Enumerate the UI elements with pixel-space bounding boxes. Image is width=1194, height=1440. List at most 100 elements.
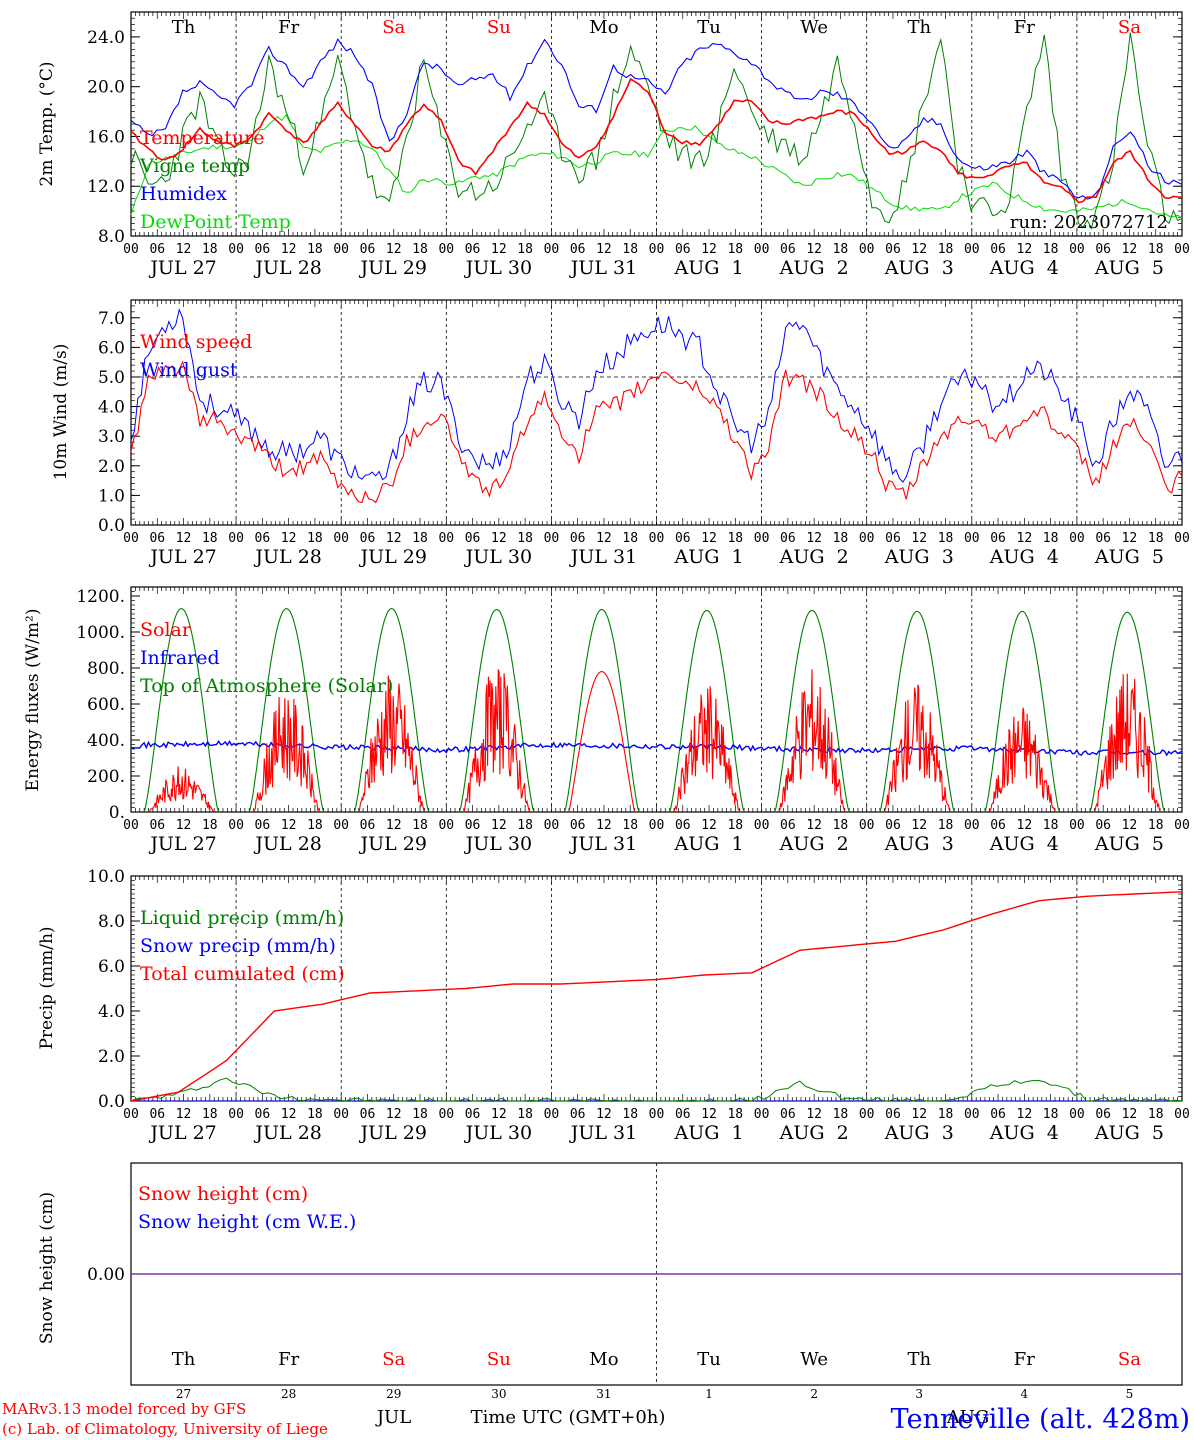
hour-tick-label: 00 [1069,531,1085,546]
day-tick-label: AUG 1 [674,546,744,568]
y-tick-label: 7.0 [98,309,125,329]
hour-tick-label: 00 [859,1107,875,1122]
hour-tick-label: 12 [281,818,297,833]
hour-tick-label: 06 [780,531,796,546]
day-tick-label: AUG 1 [674,257,744,279]
y-tick-label: 200. [87,767,125,787]
day-tick-label: JUL 27 [148,833,216,855]
day-tick-label: AUG 5 [1094,1122,1164,1144]
y-tick-label: 6.0 [98,957,125,977]
hour-tick-label: 00 [859,531,875,546]
legend-solar: Solar [140,619,192,641]
day-tick-label: JUL 27 [148,257,216,279]
y-tick-label: 1200. [76,587,125,607]
hour-tick-label: 00 [1069,1107,1085,1122]
weekday-bottom-label: Sa [1118,1349,1141,1370]
hour-tick-label: 12 [1122,242,1138,257]
y-tick-label: 0.0 [98,516,125,536]
hour-tick-label: 18 [727,531,743,546]
hour-tick-label: 18 [1148,1107,1164,1122]
legend-snow-height-we: Snow height (cm W.E.) [138,1211,356,1233]
hour-tick-label: 06 [570,531,586,546]
hour-tick-label: 18 [1148,531,1164,546]
hour-tick-label: 18 [202,242,218,257]
hour-tick-label: 06 [149,242,165,257]
hour-tick-label: 18 [517,242,533,257]
day-tick-label: AUG 2 [779,546,849,568]
time-axis-label: Time UTC (GMT+0h) [471,1407,666,1428]
series-vigne-temp-line [130,32,1183,230]
day-tick-label: AUG 5 [1094,257,1164,279]
hour-tick-label: 00 [754,818,770,833]
day-tick-label: JUL 29 [359,257,427,279]
hour-tick-label: 00 [649,531,665,546]
y-tick-label: 2.0 [98,1047,125,1067]
hour-tick-label: 00 [228,242,244,257]
hour-tick-label: 00 [964,242,980,257]
series-temperature-line [130,77,1183,204]
hour-tick-label: 12 [596,242,612,257]
hour-tick-label: 18 [833,531,849,546]
series-toa-solar-line [563,608,640,813]
day-tick-label: AUG 3 [884,1122,954,1144]
series-humidex-line [130,37,1183,200]
weekday-top-label: Tu [697,17,721,38]
hour-tick-label: 18 [517,1107,533,1122]
weekday-bottom-label: We [800,1349,828,1370]
hour-tick-label: 00 [544,531,560,546]
weekday-bottom-label: Th [172,1349,196,1370]
hour-tick-label: 06 [149,1107,165,1122]
hour-tick-label: 12 [176,242,192,257]
hour-tick-label: 12 [701,1107,717,1122]
hour-tick-label: 12 [386,818,402,833]
hour-tick-label: 18 [412,531,428,546]
weekday-top-label: Sa [1118,17,1141,38]
hour-tick-label: 06 [675,242,691,257]
hour-tick-label: 12 [806,531,822,546]
hour-tick-label: 00 [964,818,980,833]
series-toa-solar-line [984,610,1060,813]
hour-tick-label: 00 [649,1107,665,1122]
hour-tick-label: 00 [333,531,349,546]
series-toa-solar-line [1089,611,1166,813]
hour-tick-label: 06 [255,531,271,546]
hour-tick-label: 12 [701,531,717,546]
day-tick-label: JUL 31 [569,1122,637,1144]
day-tick-label: AUG 1 [674,1122,744,1144]
day-tick-label: JUL 31 [569,546,637,568]
hour-tick-label: 06 [885,1107,901,1122]
credit-line-1: MARv3.13 model forced by GFS [2,1400,246,1418]
hour-tick-label: 06 [255,1107,271,1122]
hour-tick-label: 00 [228,531,244,546]
hour-tick-label: 00 [333,818,349,833]
y-tick-label: 10.0 [87,867,125,887]
hour-tick-label: 06 [1095,818,1111,833]
series-wind-speed-line [130,360,1183,504]
day-tick-label: JUL 28 [253,257,321,279]
hour-tick-label: 00 [964,1107,980,1122]
hour-tick-label: 12 [491,818,507,833]
hour-tick-label: 12 [806,242,822,257]
hour-tick-label: 12 [911,1107,927,1122]
y-tick-label: 1.0 [98,486,125,506]
y-tick-label: 1000. [76,623,125,643]
hour-tick-label: 06 [149,818,165,833]
day-tick-label: JUL 27 [148,1122,216,1144]
hour-tick-label: 00 [333,242,349,257]
day-tick-label: JUL 31 [569,257,637,279]
hour-tick-label: 00 [123,818,139,833]
weekday-bottom-label: Fr [1014,1349,1035,1370]
hour-tick-label: 00 [123,242,139,257]
hour-tick-label: 12 [1122,818,1138,833]
hour-tick-label: 12 [806,1107,822,1122]
hour-tick-label: 18 [938,818,954,833]
bottom-day-number: 4 [1021,1387,1029,1401]
day-tick-label: JUL 30 [464,257,532,279]
bottom-day-number: 29 [386,1387,401,1401]
hour-tick-label: 18 [622,818,638,833]
hour-tick-label: 12 [491,242,507,257]
hour-tick-label: 06 [1095,531,1111,546]
station-label: Tenneville (alt. 428m) [891,1404,1190,1435]
hour-tick-label: 12 [176,818,192,833]
hour-tick-label: 18 [307,531,323,546]
